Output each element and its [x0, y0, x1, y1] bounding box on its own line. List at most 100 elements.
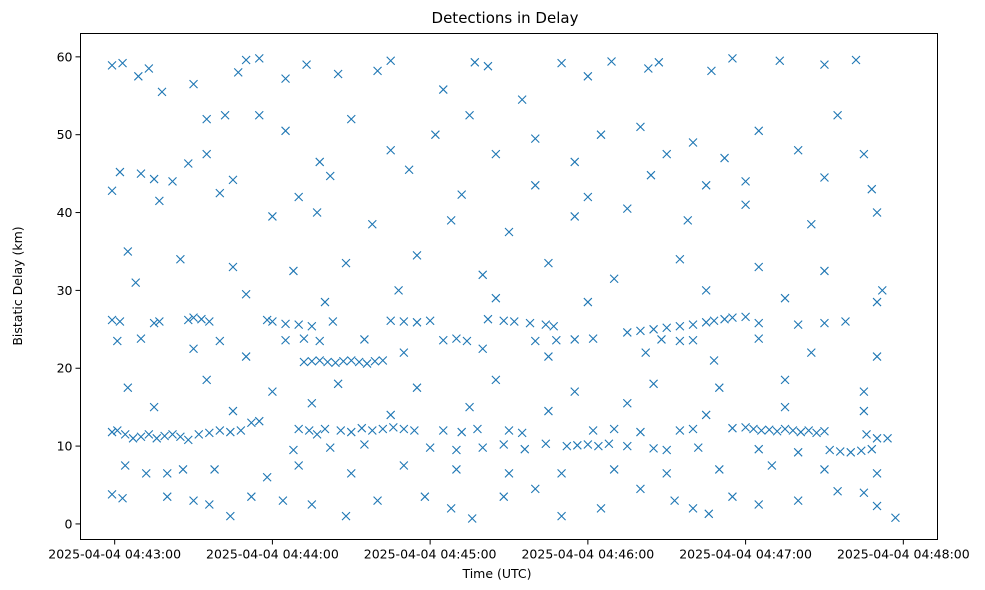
x-tick-label: 2025-04-04 04:44:00 — [206, 547, 339, 562]
data-point — [641, 348, 651, 358]
data-point — [189, 79, 198, 89]
data-point — [315, 157, 325, 167]
data-point — [176, 432, 185, 442]
data-point — [241, 55, 251, 65]
data-point — [241, 289, 251, 299]
data-point — [872, 501, 882, 511]
data-point — [123, 247, 133, 256]
data-point — [859, 406, 869, 416]
data-point — [183, 315, 193, 325]
data-point — [570, 387, 580, 396]
data-point — [525, 318, 535, 328]
data-point — [157, 87, 167, 97]
data-point — [346, 427, 356, 437]
data-point — [557, 58, 566, 68]
data-point — [754, 334, 764, 344]
data-point — [128, 433, 138, 443]
data-point — [636, 427, 645, 437]
data-point — [215, 188, 225, 198]
data-point — [820, 266, 829, 276]
data-point — [793, 496, 803, 505]
data-point — [688, 335, 698, 345]
data-point — [268, 317, 277, 326]
data-point — [649, 324, 658, 334]
y-tick-label: 50 — [57, 127, 73, 142]
data-point — [588, 426, 598, 435]
data-point — [483, 314, 493, 324]
data-point — [425, 316, 435, 326]
data-point — [228, 175, 238, 185]
data-point — [622, 398, 632, 408]
y-tick-label: 60 — [57, 49, 73, 64]
data-point — [446, 215, 456, 225]
data-point — [541, 439, 551, 449]
data-point — [714, 383, 724, 393]
data-point — [491, 375, 501, 385]
data-point — [204, 428, 214, 438]
data-point — [657, 335, 666, 344]
data-point — [367, 426, 377, 435]
data-point — [204, 500, 214, 509]
data-point — [370, 356, 380, 366]
data-point — [210, 465, 219, 474]
data-point — [268, 387, 277, 396]
data-point — [622, 204, 632, 214]
data-point — [859, 149, 869, 159]
data-point — [168, 177, 177, 186]
data-point — [120, 461, 130, 470]
data-point — [465, 402, 474, 412]
data-point — [872, 352, 882, 361]
data-point — [178, 465, 188, 474]
data-point — [438, 85, 448, 94]
data-point — [262, 472, 272, 482]
data-point — [728, 54, 737, 63]
data-point — [294, 320, 304, 330]
data-point — [473, 424, 482, 434]
data-point — [654, 57, 664, 67]
data-point — [409, 426, 419, 435]
data-point — [862, 430, 871, 439]
data-point — [741, 423, 750, 432]
data-point — [107, 186, 117, 196]
data-point — [115, 167, 125, 177]
data-point — [812, 428, 821, 438]
data-point — [236, 426, 246, 435]
x-tick-label: 2025-04-04 04:47:00 — [679, 547, 812, 562]
data-point — [570, 212, 580, 221]
y-tick-label: 30 — [57, 283, 73, 298]
data-point — [780, 293, 790, 303]
data-point — [796, 427, 806, 437]
data-points — [107, 54, 900, 523]
y-tick-label: 40 — [57, 205, 73, 220]
data-point — [583, 71, 593, 81]
data-point — [189, 313, 198, 323]
data-point — [544, 406, 553, 416]
data-point — [570, 157, 580, 167]
data-point — [483, 61, 493, 71]
data-point — [609, 424, 619, 434]
data-point — [741, 177, 750, 186]
data-point — [470, 57, 480, 67]
data-point — [149, 174, 159, 184]
data-point — [233, 68, 243, 77]
data-point — [662, 149, 672, 159]
x-tick-label: 2025-04-04 04:46:00 — [521, 547, 654, 562]
data-point — [294, 424, 304, 434]
data-point — [544, 352, 553, 361]
data-point — [754, 500, 764, 509]
data-point — [670, 496, 680, 505]
data-point — [399, 348, 409, 358]
data-point — [107, 61, 117, 70]
data-point — [228, 262, 238, 272]
data-point — [107, 489, 117, 499]
data-point — [741, 200, 750, 210]
data-point — [388, 423, 398, 432]
data-point — [118, 58, 127, 68]
data-point — [162, 492, 172, 502]
data-point — [457, 427, 467, 437]
data-point — [399, 317, 409, 326]
data-point — [307, 500, 317, 509]
data-point — [649, 379, 658, 389]
data-point — [683, 215, 693, 225]
data-point — [136, 432, 146, 442]
